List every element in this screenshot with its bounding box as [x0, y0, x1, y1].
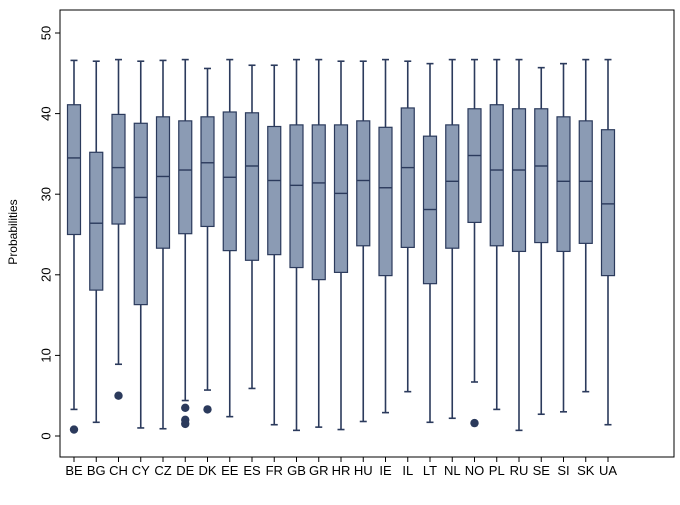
x-tick-label-ch: CH — [109, 463, 128, 478]
box-ua — [600, 58, 616, 426]
iqr-box — [155, 116, 171, 249]
iqr-box — [511, 108, 527, 253]
x-tick-label-nl: NL — [444, 463, 461, 478]
outlier-point — [114, 391, 123, 400]
iqr-box — [244, 112, 260, 261]
box-be — [66, 59, 82, 434]
iqr-box — [600, 129, 616, 277]
plot-frame — [59, 9, 675, 458]
y-tick-label: 40 — [38, 106, 53, 120]
iqr-box — [200, 116, 215, 228]
iqr-box — [489, 104, 504, 247]
box-es — [244, 64, 260, 390]
x-tick-label-se: SE — [533, 463, 551, 478]
iqr-box — [578, 120, 593, 244]
iqr-box — [267, 125, 282, 256]
x-tick-label-il: IL — [402, 463, 413, 478]
box-ie — [378, 58, 393, 414]
outlier-point — [69, 425, 79, 434]
box-hu — [356, 60, 371, 423]
x-tick-label-fr: FR — [266, 463, 283, 478]
y-tick-label: 50 — [38, 26, 53, 40]
iqr-box — [311, 124, 326, 281]
box-cz — [155, 59, 171, 430]
box-gr — [311, 58, 326, 428]
box-no — [467, 58, 482, 428]
box-de — [178, 58, 193, 429]
box-fr — [267, 64, 282, 426]
iqr-box — [467, 108, 482, 224]
x-tick-label-pl: PL — [489, 463, 505, 478]
x-tick-label-de: DE — [176, 463, 194, 478]
box-ch — [111, 58, 126, 400]
box-si — [556, 62, 571, 413]
box-ee — [222, 58, 237, 418]
x-tick-label-ie: IE — [379, 463, 392, 478]
iqr-box — [400, 107, 415, 248]
iqr-box — [111, 113, 126, 225]
x-tick-label-be: BE — [65, 463, 83, 478]
box-bg — [89, 60, 104, 424]
outlier-point — [470, 418, 479, 428]
x-tick-label-cy: CY — [132, 463, 150, 478]
x-tick-label-si: SI — [557, 463, 569, 478]
box-se — [534, 66, 549, 416]
y-axis: 0 10 20 30 40 50 — [38, 26, 60, 440]
box-il — [400, 60, 415, 393]
box-lt — [422, 62, 438, 424]
x-tick-label-hr: HR — [332, 463, 351, 478]
iqr-box — [89, 151, 104, 291]
box-pl — [489, 58, 504, 411]
iqr-box — [378, 126, 393, 277]
y-tick-label: 0 — [38, 432, 53, 439]
box-ru — [511, 58, 527, 432]
box-cy — [133, 60, 148, 429]
iqr-box — [222, 111, 237, 252]
box-hr — [333, 60, 349, 431]
iqr-box — [178, 120, 193, 235]
x-tick-label-gb: GB — [287, 463, 306, 478]
x-tick-label-ru: RU — [510, 463, 529, 478]
outlier-point — [203, 405, 212, 414]
iqr-box — [556, 116, 571, 253]
x-axis: BE BG CH CY CZ DE DK EE ES FR GB GR HR HU IE IL LT NL NO PL… — [65, 457, 617, 478]
y-tick-label: 10 — [38, 348, 53, 362]
x-tick-label-dk: DK — [198, 463, 216, 478]
box-gb — [289, 58, 304, 432]
x-tick-label-bg: BG — [87, 463, 106, 478]
box-nl — [445, 58, 460, 420]
iqr-box — [534, 108, 549, 244]
x-tick-label-no: NO — [465, 463, 485, 478]
x-tick-label-sk: SK — [577, 463, 595, 478]
outlier-point — [181, 419, 190, 429]
x-tick-label-hu: HU — [354, 463, 373, 478]
outlier-point — [181, 403, 190, 412]
boxes-group — [66, 58, 616, 434]
iqr-box — [66, 104, 82, 236]
x-tick-label-gr: GR — [309, 463, 329, 478]
box-dk — [200, 67, 215, 414]
iqr-box — [445, 124, 460, 249]
iqr-box — [289, 124, 304, 269]
box-sk — [578, 58, 593, 393]
x-tick-label-lt: LT — [423, 463, 437, 478]
y-tick-label: 30 — [38, 187, 53, 201]
x-tick-label-cz: CZ — [154, 463, 171, 478]
x-tick-label-es: ES — [243, 463, 261, 478]
y-tick-label: 20 — [38, 268, 53, 282]
y-axis-title: Probabilities — [6, 199, 20, 264]
iqr-box — [356, 120, 371, 247]
iqr-box — [133, 122, 148, 306]
x-tick-label-ee: EE — [221, 463, 239, 478]
x-tick-label-ua: UA — [599, 463, 617, 478]
iqr-box — [333, 124, 349, 273]
